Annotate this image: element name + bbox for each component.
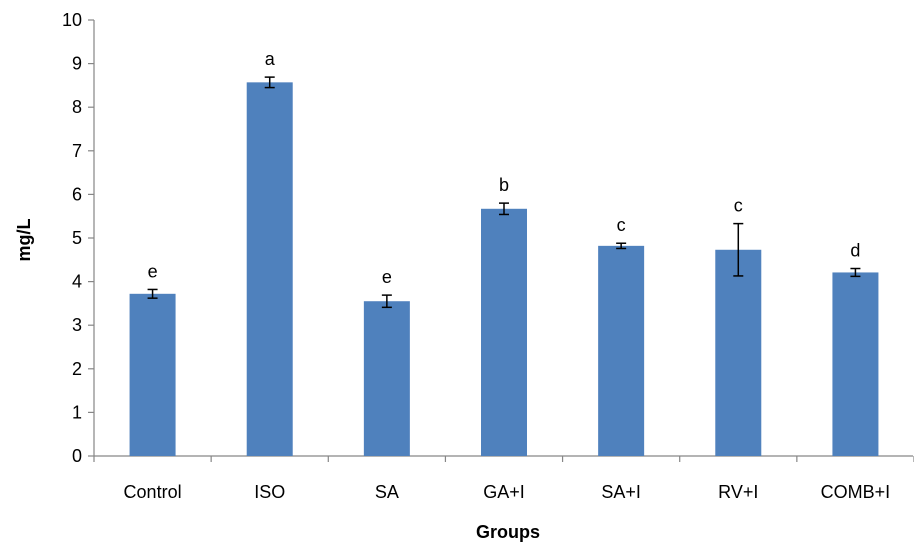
y-tick-label: 1 — [72, 402, 82, 422]
x-tick-label: COMB+I — [821, 482, 891, 502]
y-tick-label: 4 — [72, 272, 82, 292]
significance-label: a — [265, 49, 276, 69]
y-tick-label: 0 — [72, 446, 82, 466]
error-bar — [499, 202, 509, 216]
x-axis-title: Groups — [476, 522, 540, 542]
significance-label: c — [734, 196, 743, 216]
labels-layer: e Control a ISO e SA b GA+I c SA+I c RV+I d COMB+I — [124, 49, 891, 502]
bar-rv-i — [715, 249, 762, 456]
significance-label: e — [148, 261, 158, 281]
bar-sa — [363, 301, 410, 456]
y-tick-label: 8 — [72, 97, 82, 117]
x-tick-label: Control — [124, 482, 182, 502]
y-tick-label: 7 — [72, 141, 82, 161]
x-tick-label: GA+I — [483, 482, 525, 502]
bars-layer — [129, 82, 879, 457]
x-tick-label: RV+I — [718, 482, 758, 502]
y-tick-label: 3 — [72, 315, 82, 335]
error-bar — [850, 267, 861, 278]
error-bar — [264, 76, 275, 89]
error-bars-layer — [147, 76, 861, 309]
significance-label: e — [382, 267, 392, 287]
y-tick-label: 9 — [72, 54, 82, 74]
bar-iso — [246, 82, 293, 457]
x-tick-label: SA — [375, 482, 399, 502]
bar-sa-i — [598, 245, 645, 456]
x-tick-label: ISO — [254, 482, 285, 502]
y-axis-title: mg/L — [14, 218, 34, 261]
error-bar — [733, 222, 744, 277]
error-bar — [381, 294, 392, 309]
y-tick-label: 2 — [72, 359, 82, 379]
error-bar — [616, 242, 627, 250]
y-tick-label: 10 — [62, 10, 82, 30]
error-bar — [147, 288, 158, 299]
significance-label: d — [850, 241, 860, 261]
y-tick-label: 6 — [72, 184, 82, 204]
bar-comb-i — [832, 272, 879, 456]
axes-layer: 0 1 2 3 4 5 6 7 8 9 10 — [62, 10, 914, 466]
bar-ga-i — [481, 208, 527, 456]
x-tick-label: SA+I — [601, 482, 641, 502]
significance-label: b — [499, 175, 509, 195]
y-tick-label: 5 — [72, 228, 82, 248]
significance-label: c — [617, 215, 626, 235]
bar-control — [129, 293, 176, 456]
